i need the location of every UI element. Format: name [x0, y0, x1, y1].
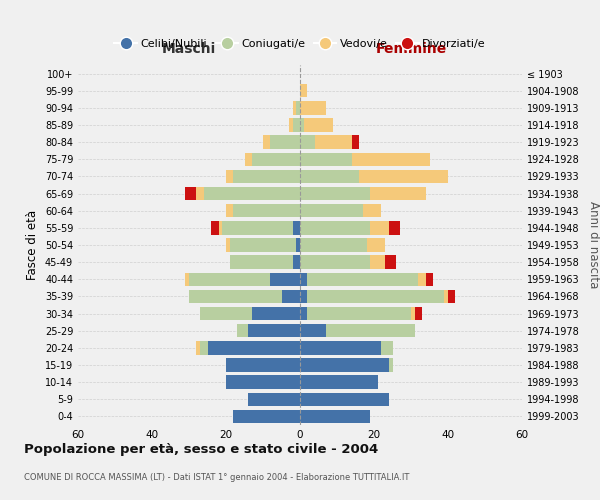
- Bar: [300, 187, 370, 200]
- Bar: [307, 290, 444, 303]
- Bar: [289, 118, 293, 132]
- Bar: [300, 376, 378, 389]
- Bar: [293, 118, 300, 132]
- Bar: [363, 204, 382, 218]
- Bar: [226, 376, 300, 389]
- Bar: [208, 341, 300, 354]
- Bar: [300, 358, 389, 372]
- Bar: [300, 84, 307, 98]
- Bar: [300, 324, 326, 338]
- Bar: [389, 358, 392, 372]
- Bar: [189, 290, 281, 303]
- Bar: [185, 187, 196, 200]
- Bar: [248, 392, 300, 406]
- Bar: [233, 204, 300, 218]
- Bar: [382, 341, 392, 354]
- Bar: [211, 221, 218, 234]
- Bar: [200, 307, 252, 320]
- Bar: [315, 136, 352, 149]
- Bar: [300, 272, 307, 286]
- Bar: [300, 136, 315, 149]
- Bar: [230, 256, 293, 269]
- Bar: [415, 307, 422, 320]
- Bar: [293, 221, 300, 234]
- Bar: [300, 307, 307, 320]
- Bar: [370, 187, 426, 200]
- Bar: [300, 204, 363, 218]
- Bar: [300, 392, 389, 406]
- Bar: [385, 256, 396, 269]
- Bar: [300, 256, 370, 269]
- Bar: [233, 410, 300, 423]
- Bar: [204, 187, 300, 200]
- Bar: [281, 290, 300, 303]
- Bar: [448, 290, 455, 303]
- Bar: [326, 324, 415, 338]
- Text: Popolazione per età, sesso e stato civile - 2004: Popolazione per età, sesso e stato civil…: [24, 442, 378, 456]
- Bar: [226, 238, 230, 252]
- Bar: [300, 290, 307, 303]
- Bar: [370, 256, 385, 269]
- Bar: [230, 238, 296, 252]
- Bar: [218, 221, 223, 234]
- Bar: [189, 272, 271, 286]
- Bar: [185, 272, 189, 286]
- Bar: [296, 101, 300, 114]
- Bar: [226, 170, 233, 183]
- Bar: [300, 341, 382, 354]
- Bar: [300, 118, 304, 132]
- Bar: [300, 101, 326, 114]
- Bar: [370, 221, 389, 234]
- Bar: [226, 204, 233, 218]
- Text: Femmine: Femmine: [376, 42, 446, 56]
- Bar: [304, 118, 334, 132]
- Bar: [293, 256, 300, 269]
- Bar: [300, 410, 370, 423]
- Bar: [200, 341, 208, 354]
- Bar: [352, 152, 430, 166]
- Bar: [307, 307, 411, 320]
- Bar: [233, 170, 300, 183]
- Bar: [296, 238, 300, 252]
- Bar: [389, 221, 400, 234]
- Bar: [367, 238, 385, 252]
- Bar: [307, 272, 418, 286]
- Bar: [196, 341, 200, 354]
- Bar: [293, 101, 296, 114]
- Bar: [237, 324, 248, 338]
- Bar: [271, 272, 300, 286]
- Bar: [223, 221, 293, 234]
- Legend: Celibi/Nubili, Coniugati/e, Vedovi/e, Divorziati/e: Celibi/Nubili, Coniugati/e, Vedovi/e, Di…: [110, 34, 490, 54]
- Bar: [352, 136, 359, 149]
- Bar: [271, 136, 300, 149]
- Y-axis label: Anni di nascita: Anni di nascita: [587, 202, 600, 288]
- Bar: [418, 272, 426, 286]
- Bar: [300, 221, 370, 234]
- Text: COMUNE DI ROCCA MASSIMA (LT) - Dati ISTAT 1° gennaio 2004 - Elaborazione TUTTITA: COMUNE DI ROCCA MASSIMA (LT) - Dati ISTA…: [24, 473, 409, 482]
- Y-axis label: Fasce di età: Fasce di età: [26, 210, 39, 280]
- Text: Maschi: Maschi: [162, 42, 216, 56]
- Bar: [300, 152, 352, 166]
- Bar: [226, 358, 300, 372]
- Bar: [411, 307, 415, 320]
- Bar: [252, 307, 300, 320]
- Bar: [252, 152, 300, 166]
- Bar: [359, 170, 448, 183]
- Bar: [300, 238, 367, 252]
- Bar: [248, 324, 300, 338]
- Bar: [263, 136, 271, 149]
- Bar: [426, 272, 433, 286]
- Bar: [196, 187, 204, 200]
- Bar: [245, 152, 252, 166]
- Bar: [300, 170, 359, 183]
- Bar: [444, 290, 448, 303]
